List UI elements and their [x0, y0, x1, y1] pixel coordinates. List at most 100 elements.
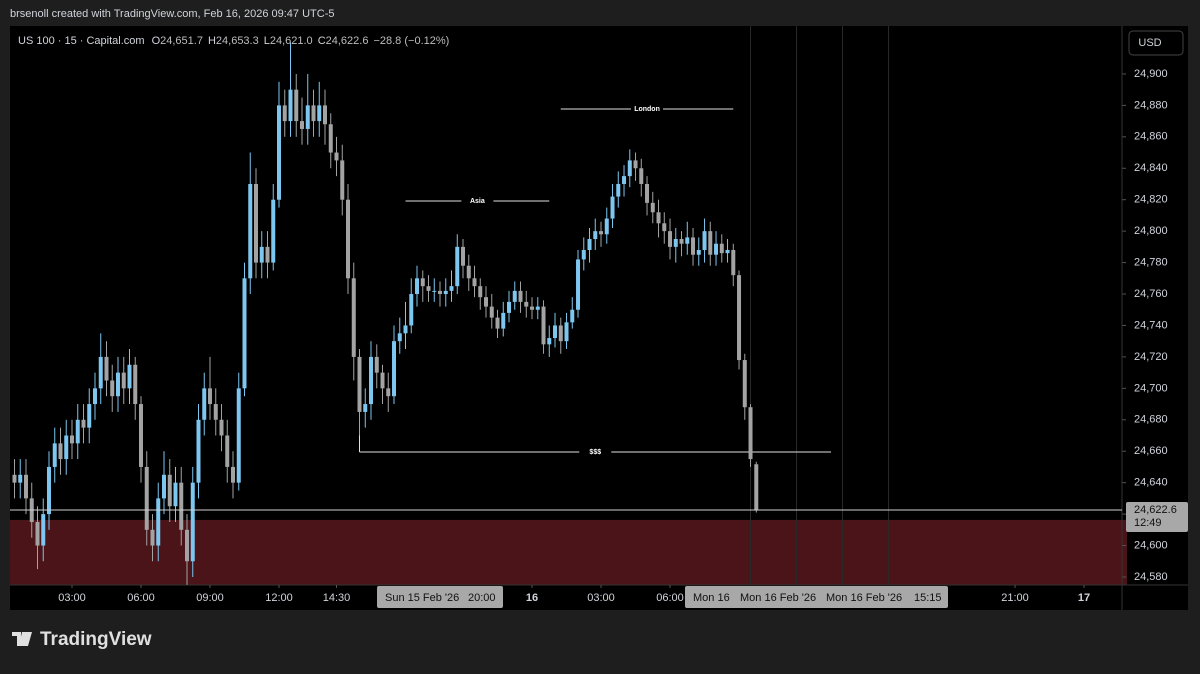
candle-body [230, 466, 235, 483]
candle-body [622, 176, 627, 184]
candle-body [380, 372, 385, 389]
candle-body [553, 325, 558, 339]
candle-body [81, 419, 86, 428]
candle-body [495, 317, 500, 329]
candle-body [144, 466, 149, 530]
candle-body [104, 356, 109, 381]
candle-body [236, 388, 241, 483]
candle-body [305, 105, 310, 129]
candle-body [259, 246, 264, 263]
candle-body [731, 250, 736, 276]
candle-body [518, 290, 523, 302]
candle-body [564, 322, 569, 342]
candle-body [213, 404, 218, 420]
candle-body [196, 419, 201, 483]
session-label: Mon 16 [693, 592, 730, 604]
candle-body [150, 529, 155, 546]
candle-body [512, 290, 517, 302]
y-tick-label: 24,820 [1134, 194, 1168, 206]
last-price-label: 24,622.6 [1134, 504, 1177, 516]
candle-body [328, 124, 333, 153]
candle-body [282, 105, 287, 122]
candle-body [627, 160, 632, 177]
candle-body [616, 183, 621, 197]
candle-body [737, 275, 742, 361]
crosshair-time: 20:00 [468, 592, 496, 604]
annotation-label: $$$ [589, 449, 601, 456]
candle-body [466, 265, 471, 279]
annotation-bg [461, 195, 494, 206]
candle-body [253, 183, 258, 263]
x-tick-label: 06:00 [127, 592, 155, 604]
candle-body [708, 231, 713, 255]
annotation-label: Asia [470, 198, 485, 205]
candle-body [610, 196, 615, 219]
candle-body [374, 356, 379, 373]
candle-body [489, 306, 494, 318]
legend-key: L [264, 35, 270, 47]
candle-body [576, 259, 581, 310]
candle-body [87, 404, 92, 428]
session-label: 15:15 [914, 592, 942, 604]
candle-body [455, 246, 460, 287]
legend-value: 24,653.3 [216, 35, 259, 47]
candle-body [679, 239, 684, 244]
candle-body [524, 301, 529, 307]
candle-body [271, 199, 276, 263]
candle-body [558, 325, 563, 342]
candle-body [719, 243, 724, 254]
y-tick-label: 24,660 [1134, 445, 1168, 457]
legend-value: 24,651.7 [160, 35, 203, 47]
candle-body [127, 364, 132, 389]
candle-body [725, 250, 730, 254]
candle-body [184, 529, 189, 562]
y-tick-label: 24,900 [1134, 68, 1168, 80]
y-tick-label: 24,880 [1134, 99, 1168, 111]
candle-body [535, 306, 540, 310]
candle-body [593, 231, 598, 240]
candle-body [673, 239, 678, 247]
candle-body [748, 407, 753, 460]
candle-body [288, 89, 293, 122]
candle-body [484, 297, 489, 307]
candle-body [742, 360, 747, 408]
candle-body [115, 372, 120, 397]
candle-body [23, 474, 28, 499]
candle-body [225, 435, 230, 467]
y-tick-label: 24,760 [1134, 288, 1168, 300]
candle-body [685, 237, 690, 244]
x-tick-label: 03:00 [58, 592, 86, 604]
candle-body [265, 246, 270, 263]
liquidity-zone [10, 519, 1127, 585]
candle-body [202, 388, 207, 420]
candle-body [300, 121, 305, 129]
candle-body [547, 338, 552, 345]
candle-body [461, 246, 466, 266]
candle-body [357, 356, 362, 412]
candle-body [472, 278, 477, 287]
candle-body [35, 521, 40, 546]
candle-body [317, 105, 322, 122]
candle-body [599, 231, 604, 235]
candle-body [541, 306, 546, 345]
y-tick-label: 24,800 [1134, 225, 1168, 237]
legend-value: 24,622.6 [326, 35, 369, 47]
candle-body [696, 250, 701, 255]
annotation-label: London [634, 106, 660, 113]
candle-body [443, 290, 448, 295]
legend-key: H [208, 35, 216, 47]
x-tick-label: 14:30 [323, 592, 351, 604]
candle-body [432, 290, 437, 292]
legend-change: −28.8 (−0.12%) [373, 35, 449, 47]
candle-body [219, 419, 224, 436]
candle-body [478, 286, 483, 298]
candle-body [415, 278, 420, 295]
candle-body [507, 301, 512, 313]
currency-button[interactable] [1128, 30, 1184, 56]
candle-body [207, 388, 212, 405]
y-tick-label: 24,780 [1134, 256, 1168, 268]
candle-body [581, 250, 586, 260]
candle-body [691, 237, 696, 255]
candle-body [190, 482, 195, 562]
candle-body [121, 372, 126, 389]
